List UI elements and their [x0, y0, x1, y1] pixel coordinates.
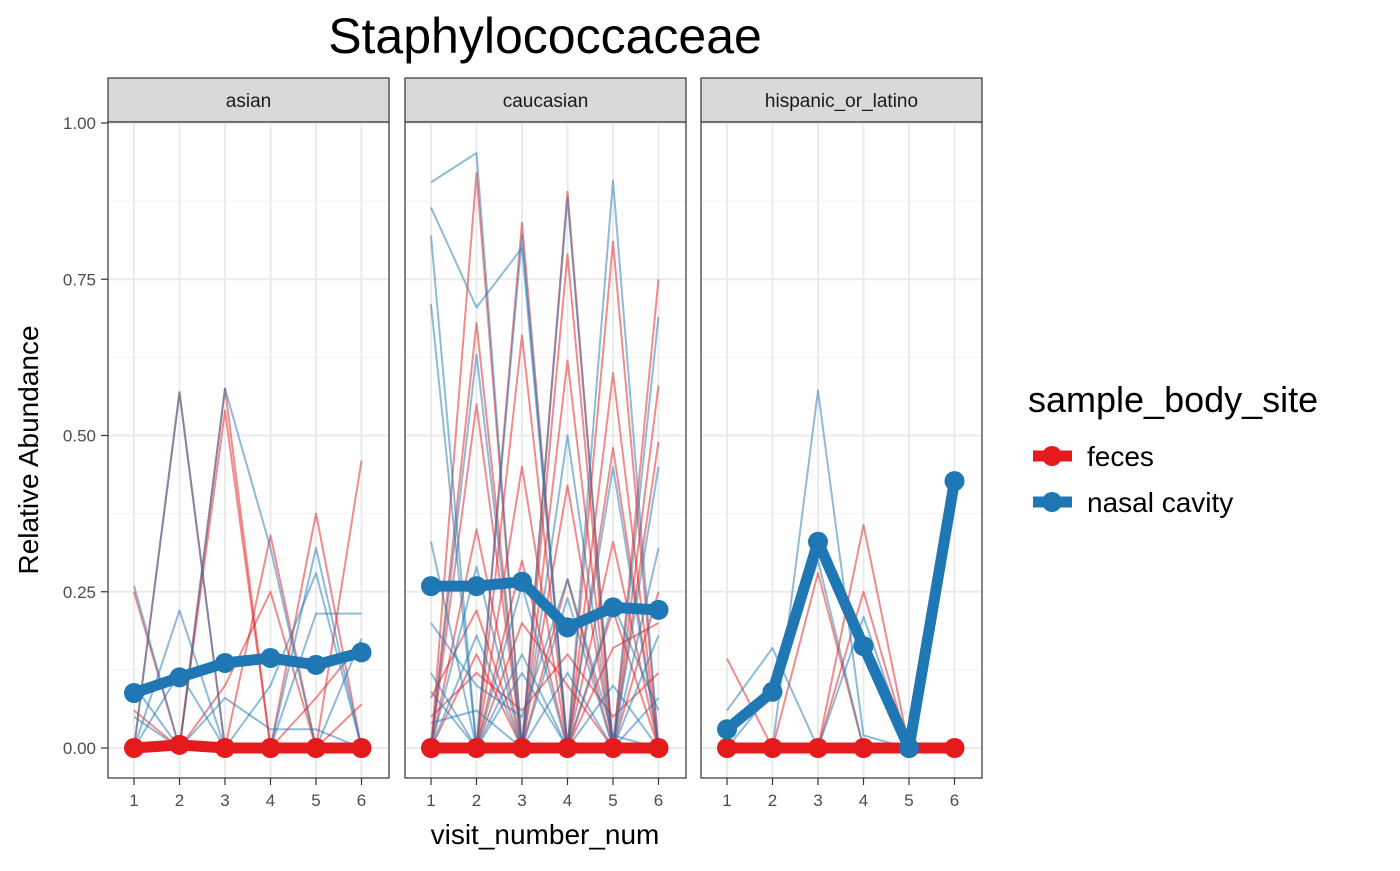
mean-point-nasal-cavity [603, 597, 623, 618]
mean-point-nasal-cavity [853, 636, 874, 657]
facet-strip-label: asian [226, 91, 271, 112]
y-tick-label: 0.25 [63, 583, 96, 602]
mean-point-feces [466, 738, 487, 758]
x-tick-label: 5 [904, 791, 913, 810]
x-tick-label: 3 [813, 791, 822, 810]
x-tick-label: 2 [175, 791, 184, 810]
x-tick-label: 3 [220, 791, 229, 810]
mean-series [124, 642, 372, 758]
mean-point-nasal-cavity [648, 599, 669, 620]
mean-point-nasal-cavity [512, 571, 532, 592]
legend-entry-feces: feces [1033, 441, 1154, 472]
mean-series [421, 571, 669, 758]
y-tick-label: 1.00 [63, 114, 96, 133]
mean-series [717, 471, 965, 758]
legend-title: sample_body_site [1028, 379, 1318, 420]
mean-line-feces [128, 739, 367, 754]
x-axis-ticks: 1 2 3 4 5 6 [426, 778, 663, 810]
mean-point-feces [351, 738, 372, 758]
mean-point-nasal-cavity [260, 648, 281, 668]
legend-entry-nasal-cavity: nasal cavity [1033, 487, 1233, 518]
facet-panel-caucasian: caucasian 1 2 3 4 5 6 [404, 77, 687, 810]
y-tick-label: 0.50 [63, 427, 96, 446]
panel-border [700, 121, 983, 779]
x-tick-label: 5 [608, 791, 617, 810]
x-tick-label: 3 [517, 791, 526, 810]
legend: sample_body_site feces nasal cavity [1028, 379, 1318, 518]
legend-label: nasal cavity [1087, 487, 1233, 518]
facet-strip [107, 77, 390, 123]
x-tick-label: 4 [266, 791, 275, 810]
mean-point-feces [762, 738, 783, 758]
facet-panel-asian: asian 1 2 3 4 5 6 [107, 77, 390, 810]
mean-point-nasal-cavity [899, 738, 919, 758]
x-tick-label: 4 [563, 791, 572, 810]
x-tick-label: 6 [950, 791, 959, 810]
mean-point-feces [648, 738, 669, 758]
mean-point-feces [421, 738, 441, 758]
y-axis-title: Relative Abundance [13, 325, 44, 574]
mean-point-feces [808, 738, 828, 758]
mean-point-nasal-cavity [944, 471, 965, 492]
legend-key-point [1042, 446, 1062, 466]
mean-point-nasal-cavity [557, 617, 578, 638]
mean-point-nasal-cavity [306, 654, 326, 675]
x-tick-label: 4 [859, 791, 868, 810]
mean-point-feces [215, 738, 235, 758]
x-tick-label: 6 [357, 791, 366, 810]
mean-point-nasal-cavity [466, 576, 487, 597]
facet-panel-hispanic-or-latino: hispanic_or_latino 1 2 3 4 5 6 [700, 77, 983, 810]
trajectory-line-nasal-cavity [133, 684, 362, 749]
y-tick-label: 0.00 [63, 739, 96, 758]
y-axis: 0.00 0.25 0.50 0.75 1.00 [63, 114, 108, 758]
trajectory-line-nasal-cavity [430, 578, 659, 749]
mean-point-nasal-cavity [351, 642, 372, 663]
facet-strip-label: hispanic_or_latino [765, 91, 918, 112]
x-tick-label: 1 [722, 791, 731, 810]
mean-point-nasal-cavity [124, 683, 144, 703]
x-tick-label: 5 [311, 791, 320, 810]
x-axis-ticks: 1 2 3 4 5 6 [722, 778, 959, 810]
mean-point-feces [512, 738, 532, 758]
mean-point-nasal-cavity [421, 576, 441, 597]
legend-entries: feces nasal cavity [1033, 441, 1233, 518]
mean-point-nasal-cavity [215, 653, 235, 673]
x-tick-label: 6 [654, 791, 663, 810]
mean-point-feces [944, 738, 965, 758]
legend-key-point [1042, 492, 1062, 512]
mean-point-nasal-cavity [717, 719, 737, 740]
panel-border [107, 121, 390, 779]
x-tick-label: 2 [472, 791, 481, 810]
mean-point-feces [260, 738, 281, 758]
panel-border [404, 121, 687, 779]
chart-title: Staphylococcaceae [328, 8, 762, 64]
mean-point-feces [557, 738, 578, 758]
mean-point-nasal-cavity [808, 531, 828, 552]
major-gridlines [108, 122, 389, 778]
x-tick-label: 1 [129, 791, 138, 810]
trajectory-line-nasal-cavity [430, 653, 660, 749]
mean-point-nasal-cavity [762, 681, 783, 702]
panel-background [108, 122, 389, 778]
mean-point-feces [124, 738, 144, 758]
facet-strip [700, 77, 983, 123]
facet-strip-label: caucasian [503, 91, 589, 112]
x-axis-title: visit_number_num [431, 819, 660, 850]
major-gridlines [701, 122, 982, 778]
mean-point-feces [603, 738, 623, 758]
x-tick-label: 2 [768, 791, 777, 810]
mean-point-feces [169, 734, 190, 755]
x-axis-ticks: 1 2 3 4 5 6 [129, 778, 366, 810]
mean-point-feces [853, 738, 874, 758]
mean-point-nasal-cavity [169, 667, 190, 688]
y-tick-label: 0.75 [63, 270, 96, 289]
x-tick-label: 1 [426, 791, 435, 810]
mean-point-feces [717, 738, 737, 758]
mean-point-feces [306, 738, 326, 758]
legend-label: feces [1087, 441, 1154, 472]
facet-strip [404, 77, 687, 123]
